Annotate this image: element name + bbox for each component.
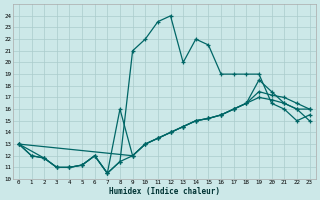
X-axis label: Humidex (Indice chaleur): Humidex (Indice chaleur) (109, 187, 220, 196)
